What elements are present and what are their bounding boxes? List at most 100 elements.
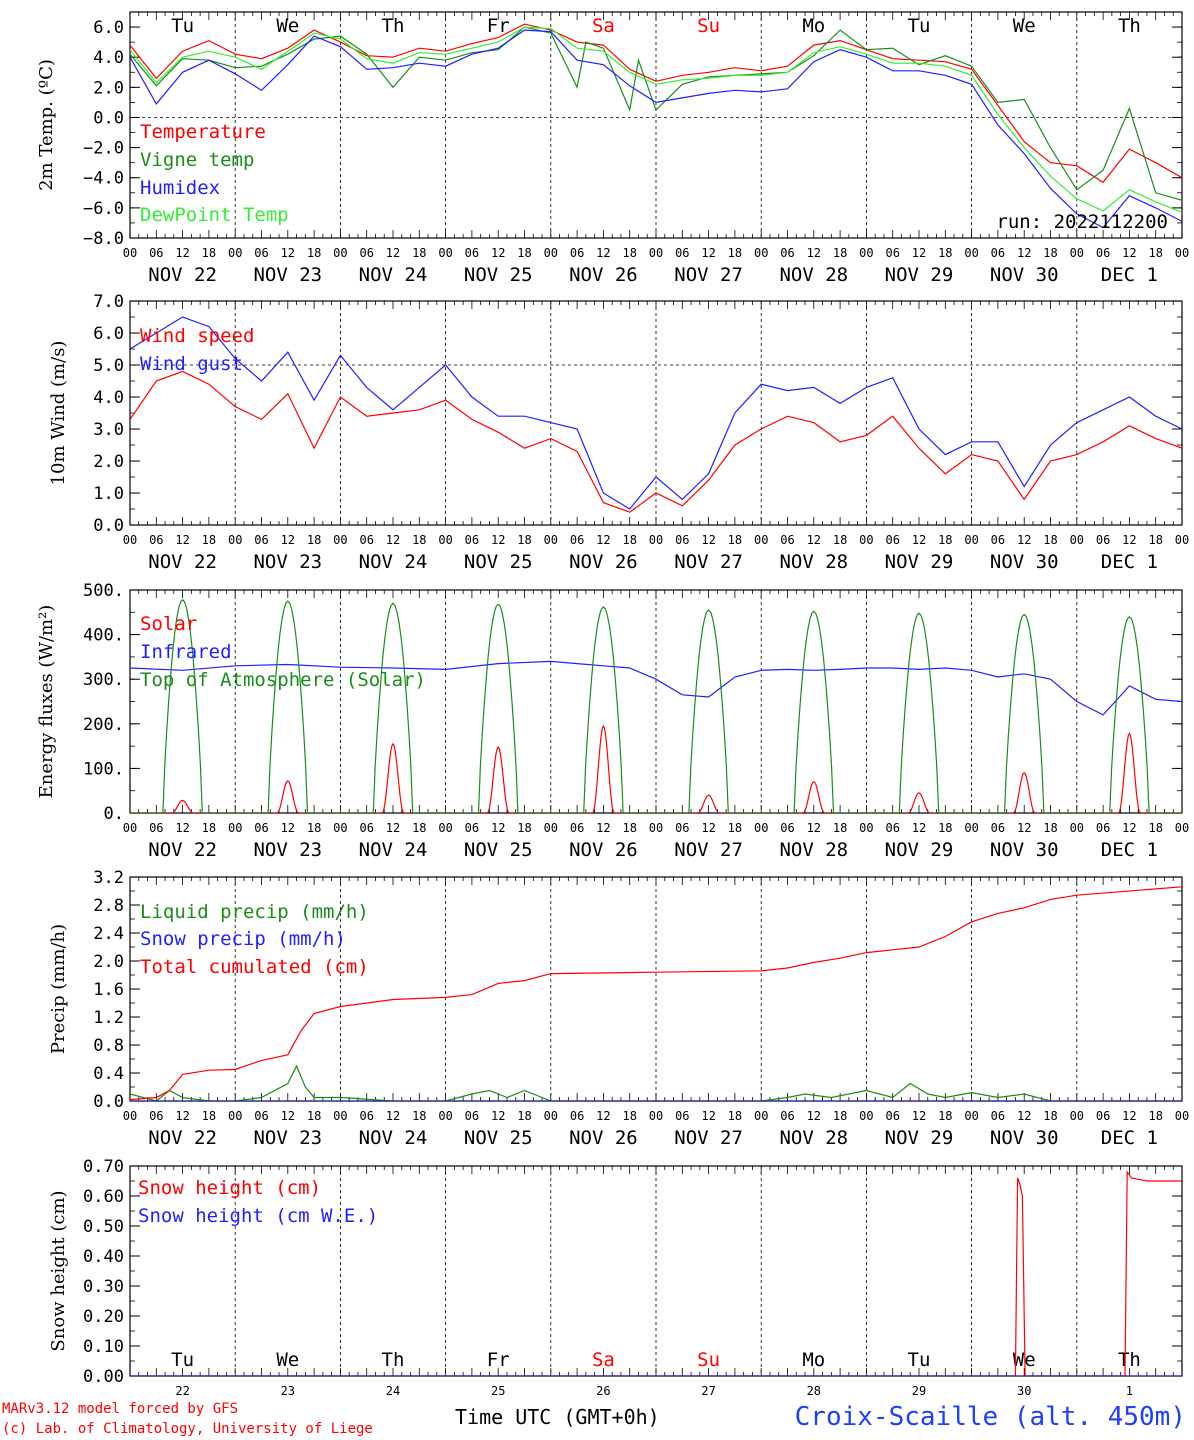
- date-label: NOV 28: [779, 264, 848, 286]
- date-label: NOV 26: [569, 839, 638, 861]
- date-label: NOV 27: [674, 1127, 743, 1149]
- date-label: NOV 25: [464, 264, 533, 286]
- station-label: Croix-Scaille (alt. 450m): [794, 1402, 1186, 1432]
- hour-tick-label: 06: [570, 1109, 584, 1123]
- hour-tick-label: 18: [517, 246, 531, 260]
- date-label: NOV 23: [253, 551, 322, 573]
- hour-tick-label: 12: [912, 533, 926, 547]
- legend-entry: Vigne temp: [140, 149, 254, 171]
- legend-entry: Snow precip (mm/h): [140, 928, 346, 950]
- series-vigne-temp: [130, 26, 1182, 201]
- series-liquid-precip-mm-h: [130, 1064, 1182, 1101]
- y-tick-label: 6.0: [93, 324, 124, 344]
- day-number-label: 24: [386, 1384, 400, 1398]
- hour-tick-label: 00: [544, 1109, 558, 1123]
- hour-tick-label: 00: [544, 533, 558, 547]
- hour-tick-label: 06: [359, 821, 373, 835]
- hour-tick-label: 00: [1175, 821, 1189, 835]
- date-label: NOV 26: [569, 264, 638, 286]
- hour-tick-label: 18: [1148, 821, 1162, 835]
- date-label: DEC 1: [1101, 551, 1158, 573]
- weekday-label: We: [276, 15, 299, 37]
- date-label: NOV 24: [359, 839, 428, 861]
- hour-tick-label: 00: [438, 246, 452, 260]
- y-tick-label: 0.: [104, 804, 124, 824]
- y-tick-label: 0.70: [83, 1157, 124, 1177]
- y-tick-label: 7.0: [93, 292, 124, 312]
- hour-tick-label: 12: [1017, 533, 1031, 547]
- hour-tick-label: 12: [1122, 821, 1136, 835]
- hour-tick-label: 12: [701, 821, 715, 835]
- hour-tick-label: 12: [1122, 246, 1136, 260]
- hour-tick-label: 00: [333, 821, 347, 835]
- hour-tick-label: 06: [991, 533, 1005, 547]
- y-tick-label: 2.0: [93, 952, 124, 972]
- y-axis-label: 2m Temp. (ºC): [36, 59, 57, 191]
- hour-tick-label: 00: [649, 246, 663, 260]
- hour-tick-label: 18: [833, 246, 847, 260]
- hour-tick-label: 18: [622, 1109, 636, 1123]
- hour-tick-label: 06: [675, 246, 689, 260]
- date-label: NOV 27: [674, 551, 743, 573]
- hour-tick-label: 06: [570, 246, 584, 260]
- y-tick-label: −6.0: [83, 199, 124, 219]
- weekday-label: Th: [1118, 15, 1141, 37]
- hour-tick-label: 00: [544, 246, 558, 260]
- hour-tick-label: 00: [228, 246, 242, 260]
- date-label: NOV 30: [990, 264, 1059, 286]
- day-number-label: 30: [1017, 1384, 1031, 1398]
- hour-tick-label: 18: [1043, 1109, 1057, 1123]
- y-tick-label: 2.4: [93, 924, 124, 944]
- date-label: NOV 25: [464, 551, 533, 573]
- hour-tick-label: 18: [202, 246, 216, 260]
- date-label: NOV 27: [674, 264, 743, 286]
- hour-tick-label: 12: [912, 821, 926, 835]
- hour-tick-label: 12: [1122, 533, 1136, 547]
- y-axis-label: Energy fluxes (W/m²): [36, 605, 57, 799]
- weekday-label: We: [1013, 1349, 1036, 1371]
- hour-tick-label: 18: [833, 1109, 847, 1123]
- hour-tick-label: 18: [1148, 246, 1162, 260]
- hour-tick-label: 06: [1096, 533, 1110, 547]
- y-tick-label: 100.: [83, 759, 124, 779]
- day-number-label: 28: [807, 1384, 821, 1398]
- day-number-label: 25: [491, 1384, 505, 1398]
- y-tick-label: 0.8: [93, 1036, 124, 1056]
- hour-tick-label: 06: [675, 533, 689, 547]
- hour-tick-label: 12: [175, 821, 189, 835]
- hour-tick-label: 06: [254, 246, 268, 260]
- y-tick-label: 4.0: [93, 388, 124, 408]
- hour-tick-label: 12: [281, 821, 295, 835]
- hour-tick-label: 18: [517, 1109, 531, 1123]
- plot-frame: [129, 589, 1183, 814]
- hour-tick-label: 18: [1148, 533, 1162, 547]
- hour-tick-label: 18: [202, 821, 216, 835]
- hour-tick-label: 12: [1122, 1109, 1136, 1123]
- hour-tick-label: 06: [149, 533, 163, 547]
- date-label: DEC 1: [1101, 264, 1158, 286]
- hour-tick-label: 18: [1043, 821, 1057, 835]
- date-label: NOV 24: [359, 1127, 428, 1149]
- hour-tick-label: 06: [149, 246, 163, 260]
- hour-tick-label: 18: [728, 1109, 742, 1123]
- date-label: DEC 1: [1101, 839, 1158, 861]
- hour-tick-label: 00: [859, 246, 873, 260]
- y-tick-label: 1.6: [93, 980, 124, 1000]
- hour-tick-label: 18: [307, 533, 321, 547]
- hour-tick-label: 00: [1175, 1109, 1189, 1123]
- series-snow-height-cm: [130, 1170, 1182, 1376]
- run-label: run: 2022112200: [996, 211, 1168, 233]
- y-tick-label: 0.30: [83, 1277, 124, 1297]
- y-tick-label: 0.0: [93, 108, 124, 128]
- date-label: NOV 24: [359, 264, 428, 286]
- hour-tick-label: 00: [1070, 246, 1084, 260]
- hour-tick-label: 18: [938, 533, 952, 547]
- hour-tick-label: 06: [465, 821, 479, 835]
- date-label: NOV 26: [569, 551, 638, 573]
- hour-tick-label: 18: [517, 821, 531, 835]
- legend-entry: Snow height (cm W.E.): [138, 1205, 378, 1227]
- legend-entry: Total cumulated (cm): [140, 956, 369, 978]
- hour-tick-label: 12: [386, 821, 400, 835]
- hour-tick-label: 12: [1017, 821, 1031, 835]
- hour-tick-label: 18: [728, 821, 742, 835]
